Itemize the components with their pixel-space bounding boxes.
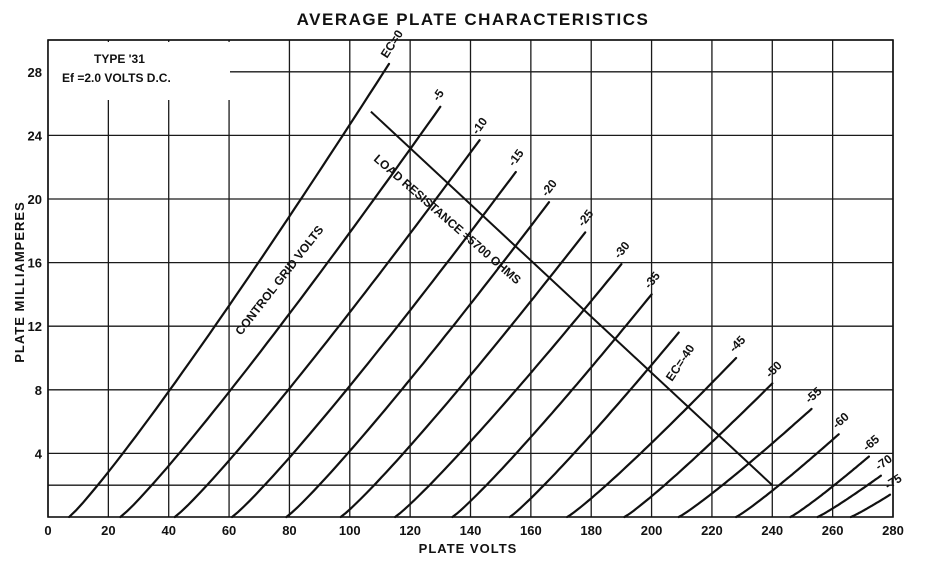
curve-65 (789, 455, 871, 519)
y-tick-label-16: 16 (28, 256, 42, 271)
y-tick-label-24: 24 (28, 128, 43, 143)
filament-voltage-note: Ef =2.0 VOLTS D.C. (62, 71, 171, 85)
curve-20 (285, 201, 551, 519)
y-tick-label-20: 20 (28, 192, 42, 207)
note-box (48, 42, 230, 100)
x-tick-label-180: 180 (580, 523, 602, 538)
grid (47, 39, 894, 517)
curve-labels: EC=0-5-10-15-20-25-30-35-45-50-55-60-65-… (378, 27, 905, 492)
x-tick-label-140: 140 (460, 523, 482, 538)
curve-30 (394, 263, 623, 519)
curve-35 (451, 293, 653, 519)
y-tick-label-4: 4 (35, 446, 43, 461)
curve-label-55: -55 (802, 384, 825, 406)
curve-label-35: -35 (641, 269, 663, 292)
tube-type-note: TYPE '31 (94, 52, 145, 66)
x-tick-label-260: 260 (822, 523, 844, 538)
x-tick-label-100: 100 (339, 523, 361, 538)
curve-50 (623, 382, 774, 519)
curve-55 (677, 407, 813, 519)
x-axis-label: PLATE VOLTS (419, 541, 518, 556)
curve-label-15: -15 (505, 146, 527, 169)
curve-label-ec-0: EC=0 (378, 27, 406, 60)
curve-ec-0 (67, 62, 391, 519)
load-line-group (370, 110, 773, 486)
x-tick-label-60: 60 (222, 523, 236, 538)
x-tick-label-40: 40 (161, 523, 175, 538)
axis-ticks: 0 20 40 60 80 100 120 140 160 180 200 220 240 260 280 4… (28, 65, 904, 538)
curve-label-50: -50 (763, 358, 785, 380)
x-tick-label-80: 80 (282, 523, 296, 538)
x-tick-label-220: 220 (701, 523, 723, 538)
curve-45 (565, 356, 738, 519)
curve-family (67, 62, 892, 519)
x-tick-label-280: 280 (882, 523, 904, 538)
plot-frame (47, 39, 894, 518)
y-axis-label: PLATE MILLIAMPERES (12, 201, 27, 362)
operating-point-label: EC=-40 (663, 342, 698, 384)
x-tick-label-160: 160 (520, 523, 542, 538)
chart-title: AVERAGE PLATE CHARACTERISTICS (297, 10, 650, 29)
curve-label-10: -10 (469, 114, 491, 137)
curve-40 (508, 331, 680, 519)
curve-label-30: -30 (611, 239, 633, 262)
curve-label-25: -25 (575, 207, 597, 230)
curve-label-20: -20 (538, 176, 560, 199)
x-tick-label-120: 120 (399, 523, 421, 538)
curve-label-45: -45 (726, 333, 748, 355)
x-tick-label-0: 0 (44, 523, 51, 538)
x-tick-label-20: 20 (101, 523, 115, 538)
curve-25 (339, 231, 587, 519)
curve-5 (119, 105, 442, 519)
y-tick-label-12: 12 (28, 319, 42, 334)
curve-label-65: -65 (860, 432, 883, 454)
load-line (370, 110, 773, 486)
curve-label-5: -5 (429, 86, 447, 103)
x-tick-label-200: 200 (641, 523, 663, 538)
y-tick-label-8: 8 (35, 383, 42, 398)
load-resistance-label: LOAD RESISTANCE =5700 OHMS (371, 152, 524, 287)
curve-75 (849, 493, 892, 519)
curve-label-70: -70 (872, 451, 895, 473)
curve-10 (173, 139, 481, 519)
curve-15 (231, 170, 517, 519)
curve-60 (734, 433, 840, 519)
curve-70 (816, 474, 883, 519)
x-tick-label-240: 240 (761, 523, 783, 538)
y-tick-label-28: 28 (28, 65, 42, 80)
